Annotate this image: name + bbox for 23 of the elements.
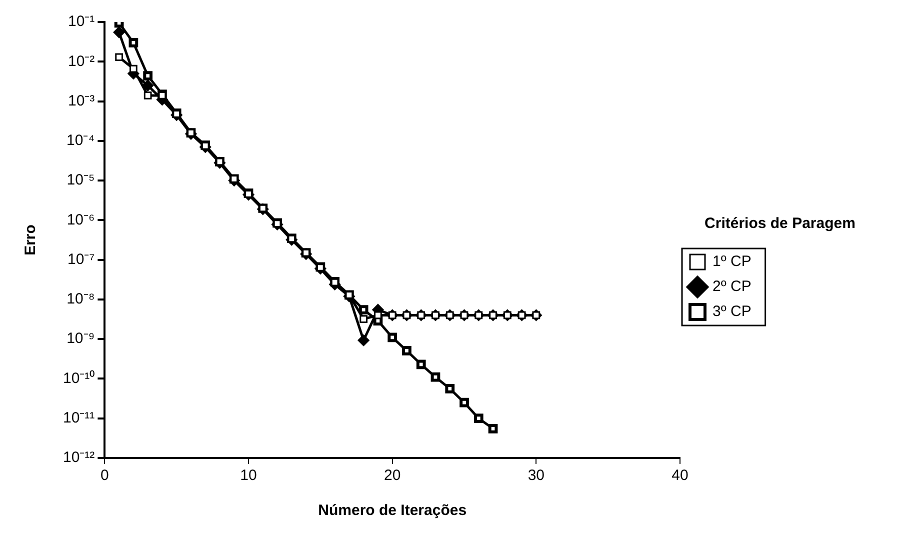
y-tick-label: 10⁻¹⁰ xyxy=(62,370,95,387)
legend-title: Critérios de Paragem xyxy=(704,215,856,232)
y-tick-label: 10⁻³ xyxy=(68,92,95,110)
y-tick-label: 10⁻⁸ xyxy=(66,290,95,308)
y-axis-title: Erro xyxy=(22,224,40,256)
y-tick-label: 10⁻¹¹ xyxy=(62,410,95,427)
legend-label: 2º CP xyxy=(712,278,752,296)
y-tick-label: 10⁻¹² xyxy=(62,449,95,466)
y-tick-label: 10⁻⁶ xyxy=(66,211,95,228)
x-tick-label: 10 xyxy=(240,467,257,484)
x-tick-label: 0 xyxy=(100,467,109,484)
y-tick-label: 10⁻² xyxy=(68,52,95,70)
x-axis-title: Número de Iterações xyxy=(318,502,467,520)
legend-label: 3º CP xyxy=(712,303,752,320)
legend-label: 1º CP xyxy=(712,253,752,270)
x-tick-label: 40 xyxy=(672,467,688,484)
x-tick-label: 30 xyxy=(528,467,545,484)
x-tick-label: 20 xyxy=(384,467,401,484)
y-tick-label: 10⁻¹ xyxy=(68,13,95,30)
y-tick-label: 10⁻⁷ xyxy=(68,250,95,268)
y-tick-label: 10⁻⁹ xyxy=(66,330,95,348)
y-tick-label: 10⁻⁵ xyxy=(66,172,95,189)
y-tick-label: 10⁻⁴ xyxy=(66,132,95,150)
